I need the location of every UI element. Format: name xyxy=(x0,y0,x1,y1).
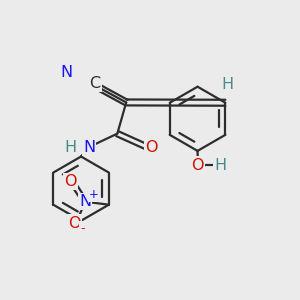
Text: N: N xyxy=(79,194,91,209)
Text: O: O xyxy=(64,174,76,189)
Text: H: H xyxy=(64,140,77,154)
Text: O: O xyxy=(145,140,158,154)
Text: H: H xyxy=(222,77,234,92)
Text: N: N xyxy=(83,140,95,154)
Text: H: H xyxy=(214,158,226,173)
Text: O: O xyxy=(192,158,204,173)
Text: -: - xyxy=(80,222,85,235)
Text: +: + xyxy=(89,188,99,201)
Text: O: O xyxy=(68,216,81,231)
Text: N: N xyxy=(61,65,73,80)
Text: C: C xyxy=(89,76,100,91)
